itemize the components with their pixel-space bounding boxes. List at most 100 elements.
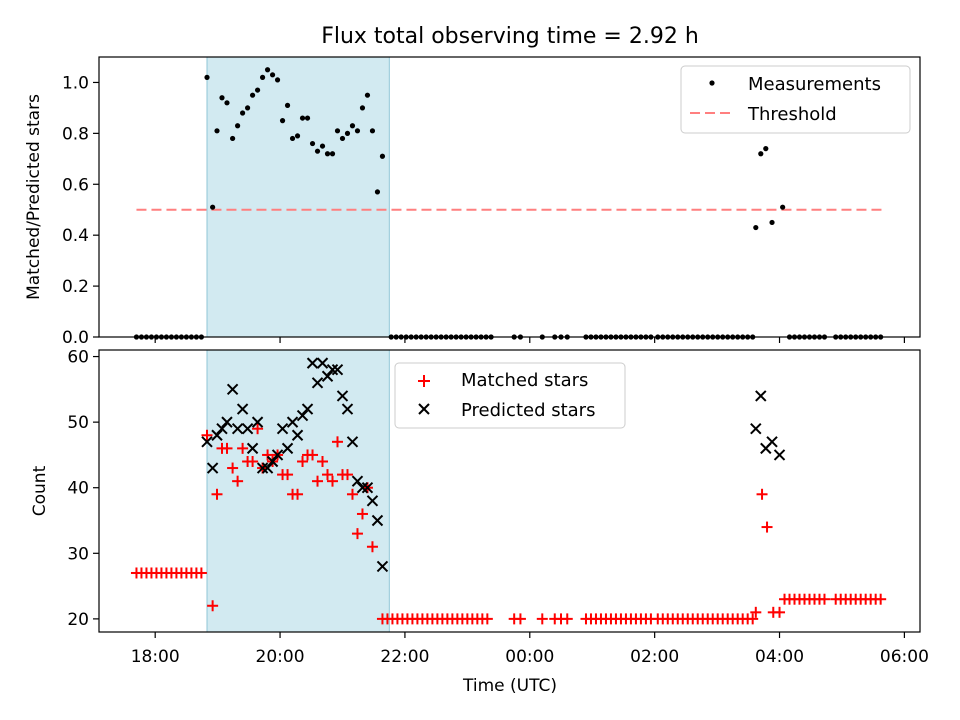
- y-tick-label: 30: [67, 544, 89, 564]
- matched-star-point: [774, 606, 786, 618]
- matched-star-point: [536, 613, 548, 625]
- legend-measurements-marker: [709, 80, 715, 86]
- predicted-star-point: [356, 482, 369, 494]
- measurement-point: [763, 146, 769, 152]
- predicted-star-point: [306, 357, 319, 369]
- y-tick-label: 0.6: [62, 175, 89, 195]
- y-tick-label: 0.0: [62, 328, 89, 348]
- measurement-point: [379, 153, 386, 159]
- top-panel: 0.0 0.2 0.4 0.6 0.8 1.0 Matched/Predicted sta…: [24, 56, 921, 348]
- bottom-y-ticks: 20 30 40 50 60: [67, 348, 99, 630]
- matched-star-point: [211, 488, 223, 500]
- measurement-point: [319, 143, 326, 149]
- bottom-legend: Matched stars Predicted stars: [394, 362, 626, 429]
- predicted-star-point: [211, 429, 223, 441]
- x-tick-label: 18:00: [131, 647, 180, 667]
- matched-star-point: [297, 455, 309, 467]
- measurement-point: [339, 135, 346, 142]
- predicted-star-point: [361, 482, 374, 494]
- x-tick-label: 20:00: [256, 647, 305, 667]
- top-legend-box: [680, 65, 911, 134]
- predicted-star-point: [256, 462, 269, 474]
- matched-star-point: [756, 488, 768, 500]
- bottom-axes-frame: [98, 349, 921, 633]
- measurement-point: [304, 115, 311, 121]
- top-y-ticks: 0.0 0.2 0.4 0.6 0.8 1.0: [62, 73, 99, 348]
- y-tick-label: 50: [67, 413, 89, 433]
- top-shaded-interval: [206, 56, 390, 338]
- measurement-point: [344, 130, 351, 136]
- figure-title: Flux total observing time = 2.92 h: [321, 24, 699, 49]
- predicted-star-point: [241, 422, 254, 435]
- predicted-star-point: [326, 363, 339, 376]
- measurement-point: [769, 219, 775, 226]
- predicted-star-point: [261, 462, 274, 474]
- matched-star-point: [875, 593, 887, 605]
- top-axes-frame: [98, 56, 921, 338]
- matched-star-point: [331, 436, 343, 448]
- predicted-star-point: [773, 449, 786, 461]
- y-tick-label: 0.2: [62, 277, 89, 297]
- top-y-axis-label: Matched/Predicted stars: [24, 94, 44, 300]
- measurement-point: [210, 204, 216, 210]
- count-points: [130, 357, 887, 625]
- matched-star-point: [317, 455, 329, 467]
- measurement-point: [269, 72, 276, 78]
- predicted-star-point: [271, 449, 284, 461]
- measurement-point: [249, 92, 256, 98]
- matched-star-point: [346, 488, 358, 500]
- predicted-star-point: [371, 514, 384, 527]
- matched-star-point: [195, 567, 207, 579]
- matched-star-point: [252, 423, 264, 435]
- predicted-star-point: [336, 390, 349, 402]
- predicted-star-point: [276, 422, 289, 435]
- measurement-point: [374, 189, 381, 195]
- predicted-star-point: [301, 403, 314, 415]
- predicted-star-point: [286, 416, 299, 428]
- matched-star-point: [356, 508, 368, 520]
- measurement-point: [254, 87, 261, 93]
- matched-star-point: [232, 475, 244, 487]
- measurement-point: [235, 123, 241, 129]
- x-axis-label: Time (UTC): [462, 676, 557, 696]
- predicted-star-point: [366, 495, 379, 507]
- predicted-star-point: [296, 409, 309, 422]
- measurement-point: [753, 224, 759, 231]
- predicted-star-point: [231, 422, 244, 435]
- measurement-point: [359, 105, 366, 111]
- matched-star-point: [747, 613, 759, 625]
- matched-star-point: [221, 442, 233, 454]
- predicted-star-point: [311, 377, 324, 389]
- measurement-point: [219, 95, 225, 101]
- y-tick-label: 0.8: [62, 124, 89, 144]
- matched-star-point: [351, 528, 363, 540]
- measurement-point: [264, 67, 271, 73]
- measurement-point: [294, 133, 301, 139]
- matched-star-point: [312, 475, 324, 487]
- legend-threshold-label: Threshold: [747, 104, 837, 125]
- matched-star-point: [201, 429, 213, 441]
- predicted-star-point: [331, 363, 344, 376]
- x-tick-label: 06:00: [880, 647, 929, 667]
- predicted-star-point: [750, 422, 762, 435]
- y-tick-label: 60: [67, 348, 89, 368]
- legend-measurements-label: Measurements: [748, 74, 881, 95]
- matched-star-point: [341, 469, 353, 481]
- y-tick-label: 40: [67, 479, 89, 499]
- matched-star-point: [262, 449, 274, 461]
- measurement-point: [230, 135, 236, 142]
- matched-star-point: [366, 541, 378, 553]
- measurement-point: [244, 105, 251, 111]
- predicted-star-point: [216, 422, 228, 435]
- measurement-point: [279, 118, 286, 124]
- predicted-star-point: [246, 442, 259, 455]
- predicted-star-point: [755, 390, 767, 402]
- matched-star-point: [561, 613, 573, 625]
- measurement-point: [349, 123, 356, 129]
- top-legend: Measurements Threshold: [680, 65, 911, 134]
- y-tick-label: 20: [67, 610, 89, 630]
- predicted-star-point: [266, 455, 279, 468]
- measurement-point: [334, 128, 341, 134]
- top-x-ticks: [154, 337, 905, 343]
